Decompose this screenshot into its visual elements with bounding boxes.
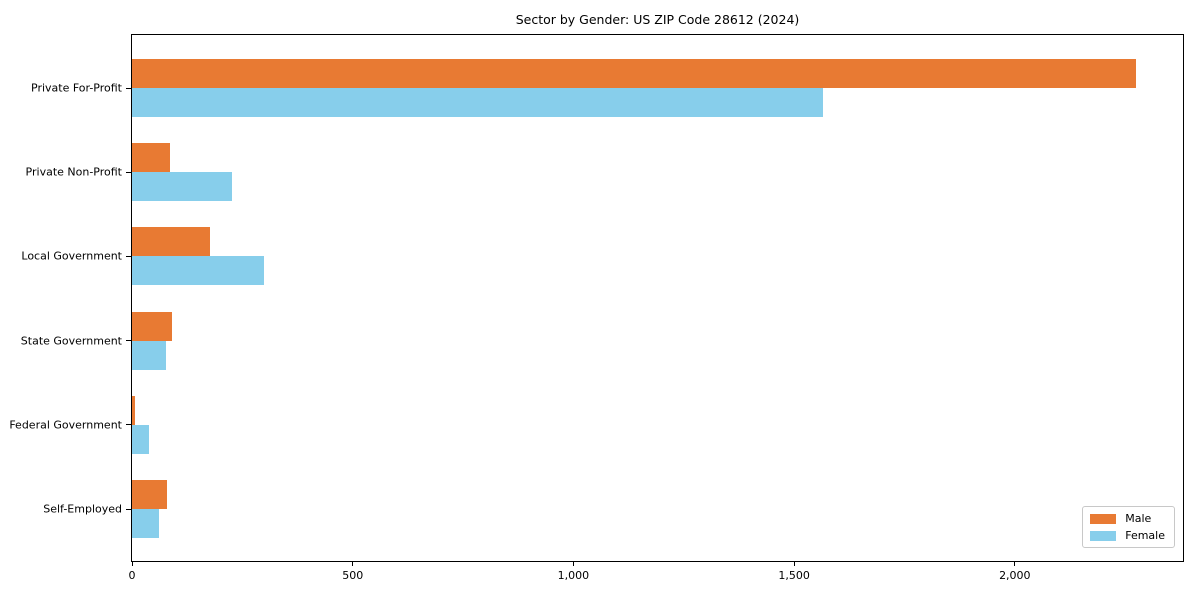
y-tick-mark (126, 87, 131, 89)
x-tick-label: 1,500 (778, 569, 810, 582)
y-tick-label: Private For-Profit (31, 81, 122, 95)
x-tick-label: 2,000 (999, 569, 1031, 582)
male-bar (132, 227, 211, 257)
y-tick-label: Private Non-Profit (25, 165, 122, 179)
y-tick-label: Local Government (21, 249, 122, 263)
female-bar (132, 172, 233, 202)
female-legend-swatch (1090, 530, 1117, 541)
y-tick-mark (126, 424, 131, 426)
plot-area: Male Female Private For-Profit Private Non… (9, 34, 1184, 582)
female-bar (132, 424, 150, 454)
male-bar (132, 59, 1137, 88)
male-bar (132, 311, 173, 341)
male-bar (132, 480, 167, 509)
y-tick-label: Federal Government (9, 418, 122, 432)
legend-label: Male (1125, 512, 1152, 525)
x-tick-label: 0 (128, 569, 136, 582)
legend-entry: Male (1090, 512, 1165, 525)
y-tick-mark (126, 508, 131, 510)
y-tick-label: State Government (20, 334, 122, 348)
x-tick-mark (572, 561, 574, 566)
x-tick-mark (131, 561, 133, 566)
female-bar (132, 256, 264, 286)
x-tick-mark (1014, 561, 1016, 566)
x-tick-mark (352, 561, 354, 566)
male-legend-swatch (1090, 513, 1117, 524)
female-bar (132, 88, 823, 117)
y-tick-mark (126, 171, 131, 173)
male-bar (132, 143, 170, 173)
x-tick-label: 500 (342, 569, 364, 582)
legend-label: Female (1125, 529, 1165, 542)
y-tick-mark (126, 255, 131, 257)
male-bar (132, 395, 136, 425)
female-bar (132, 340, 166, 370)
x-tick-label: 1,000 (557, 569, 590, 582)
x-tick-mark (793, 561, 795, 566)
y-tick-mark (126, 340, 131, 342)
chart-title: Sector by Gender: US ZIP Code 28612 (202… (515, 12, 800, 27)
y-tick-label: Self-Employed (43, 502, 122, 516)
legend: Male Female (1082, 506, 1175, 548)
female-bar (132, 509, 159, 538)
legend-entry: Female (1090, 529, 1165, 542)
